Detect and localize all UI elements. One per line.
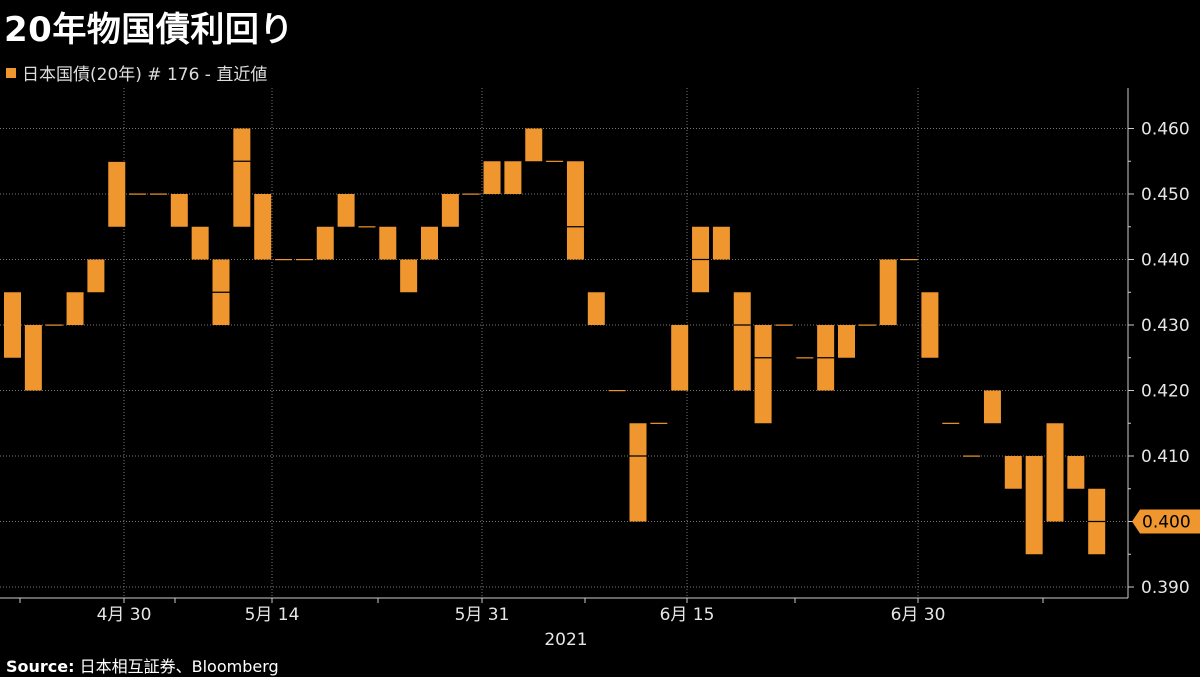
bar: [421, 226, 438, 260]
x-tick-label: 4月 30: [97, 605, 152, 625]
y-tick-label: 0.460: [1141, 120, 1190, 140]
bar: [525, 128, 543, 162]
bar: [838, 325, 855, 358]
legend-swatch: [6, 67, 16, 78]
bar: [316, 226, 334, 260]
chart-title: 20年物国債利回り: [4, 10, 294, 50]
bar: [149, 193, 167, 195]
source-label: Source:: [6, 657, 75, 676]
bar: [379, 226, 397, 260]
y-tick-label: 0.410: [1141, 447, 1190, 467]
bar: [45, 324, 63, 326]
bar: [754, 325, 772, 424]
source-text: 日本相互証券、Bloomberg: [79, 657, 279, 676]
y-tick-label: 0.420: [1141, 382, 1190, 402]
bar: [1046, 423, 1064, 522]
bar: [87, 259, 105, 293]
bar: [733, 292, 751, 391]
bar: [254, 194, 272, 260]
legend: 日本国債(20年) # 176 - 直近値: [6, 60, 267, 85]
bar: [775, 324, 793, 326]
bar: [671, 325, 689, 391]
bar: [337, 194, 355, 227]
bar: [504, 161, 522, 194]
bar: [796, 357, 814, 359]
bar: [566, 161, 584, 260]
bar: [275, 259, 293, 261]
bar: [129, 193, 147, 195]
bar: [462, 193, 480, 195]
bar: [191, 226, 209, 260]
bar: [24, 325, 42, 391]
bar: [400, 259, 418, 293]
current-value-label: 0.400: [1142, 513, 1191, 533]
bar: [358, 226, 376, 228]
bar: [629, 423, 647, 522]
bar: [712, 226, 730, 260]
y-tick-label: 0.450: [1141, 185, 1190, 205]
bar: [900, 259, 918, 261]
grid-lines: [0, 88, 1128, 598]
bar: [879, 259, 897, 325]
source-note: Source: 日本相互証券、Bloomberg: [6, 653, 279, 677]
tick-labels: 0.390 0.410 0.420 0.430 0.440 0.450 0.460 4月 30…: [97, 120, 1200, 650]
x-tick-label: 5月 31: [455, 605, 510, 625]
bar: [983, 390, 1001, 424]
bar: [587, 292, 605, 325]
bars: [4, 128, 1106, 555]
y-tick-label: 0.390: [1141, 578, 1190, 598]
bar: [108, 161, 126, 227]
current-value-marker: [1132, 509, 1200, 534]
bar: [1067, 456, 1085, 489]
bar: [650, 422, 668, 424]
bar: [1004, 456, 1022, 489]
bar: [1025, 456, 1043, 555]
bar: [483, 161, 501, 194]
bar: [921, 292, 939, 358]
bar: [233, 128, 251, 227]
x-year-label: 2021: [544, 630, 587, 650]
bar: [295, 259, 313, 261]
x-tick-label: 6月 30: [891, 605, 946, 625]
bar: [441, 194, 459, 227]
bar: [608, 390, 626, 392]
y-tick-label: 0.440: [1141, 251, 1190, 271]
bar: [66, 292, 84, 325]
bar: [170, 194, 188, 227]
x-tick-label: 5月 14: [245, 605, 300, 625]
bar: [942, 422, 960, 424]
y-tick-label: 0.430: [1141, 316, 1190, 336]
bar: [963, 455, 981, 457]
axes: [0, 88, 1134, 603]
bar: [858, 324, 876, 326]
legend-label: 日本国債(20年) # 176 - 直近値: [22, 65, 268, 85]
x-tick-label: 6月 15: [660, 605, 715, 625]
bar: [4, 292, 21, 358]
bar: [546, 160, 564, 162]
